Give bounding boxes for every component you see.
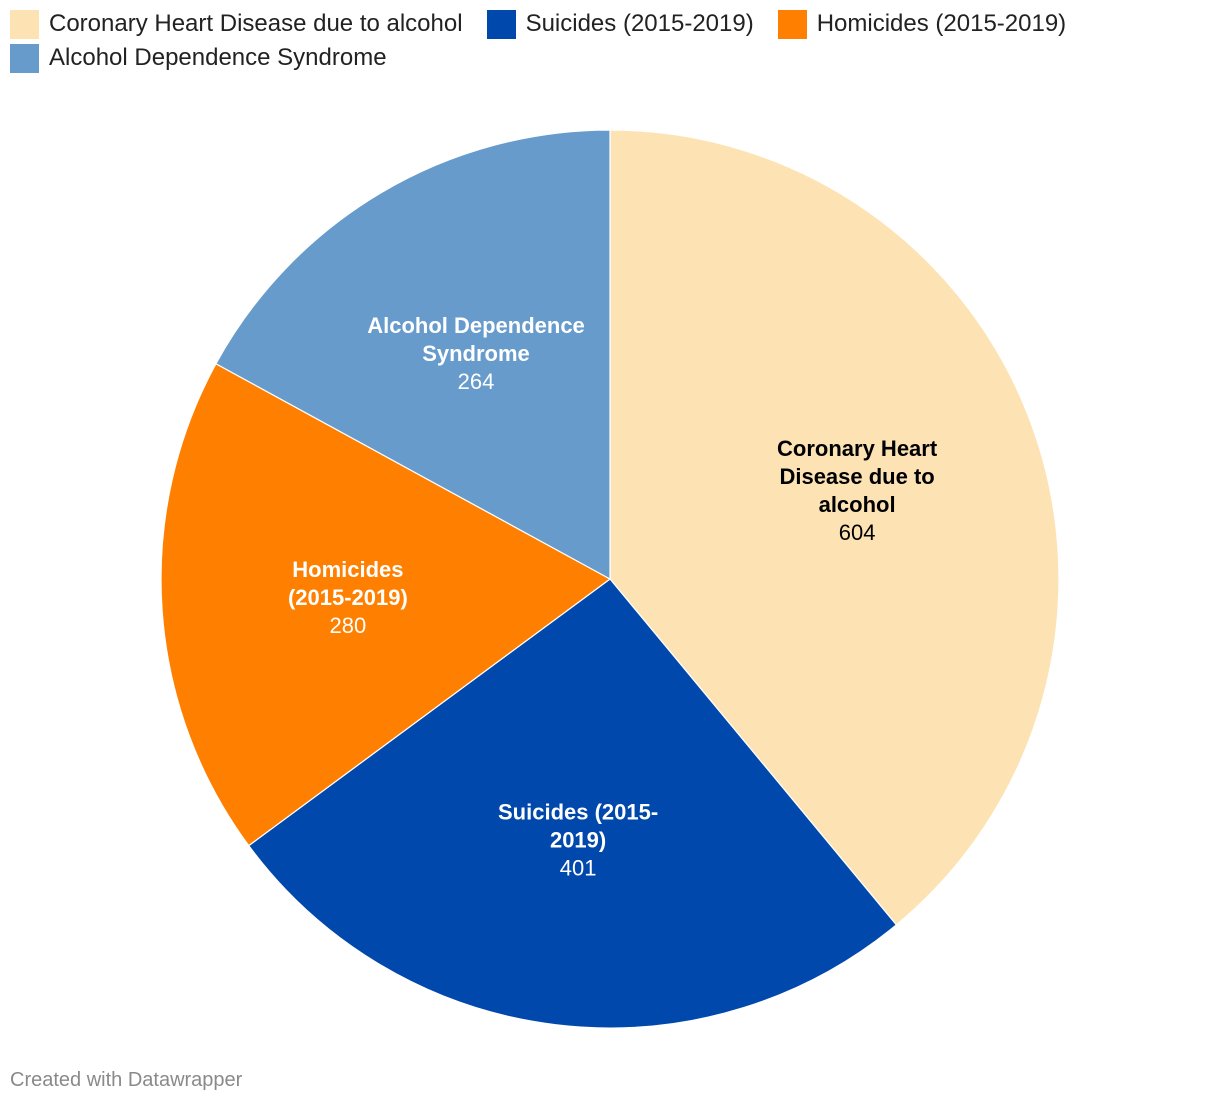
slice-label-name-line: Suicides (2015-	[498, 800, 658, 825]
slice-label-alcohol-dependence: Alcohol Dependence Syndrome 264	[367, 313, 585, 394]
slice-label-value: 280	[330, 613, 367, 638]
legend-item-suicides: Suicides (2015-2019)	[486, 8, 754, 40]
legend-label-suicides: Suicides (2015-2019)	[525, 10, 754, 37]
legend-item-homicides: Homicides (2015-2019)	[777, 8, 1067, 40]
pie-slice-coronary	[609, 129, 1060, 926]
slice-label-name-line: alcohol	[819, 492, 896, 517]
legend-swatch-alcohol-dependence	[10, 43, 39, 73]
pie-slice-suicides	[247, 578, 898, 1029]
slice-label-name-line: Syndrome	[422, 341, 530, 366]
slice-label-name-line: (2015-2019)	[288, 585, 408, 610]
pie-slices	[160, 129, 1060, 1029]
pie-slice-homicides	[160, 362, 612, 847]
legend-swatch-suicides	[486, 9, 516, 39]
legend-swatch-coronary	[10, 9, 39, 39]
pie-slice-labels: Coronary Heart Disease due to alcohol 604 Su…	[288, 313, 938, 881]
slice-label-suicides: Suicides (2015- 2019) 401	[498, 800, 658, 881]
slice-label-name-line: Coronary Heart	[777, 436, 938, 461]
slice-label-name-line: Alcohol Dependence	[367, 313, 585, 338]
chart-legend: Coronary Heart Disease due to alcohol Su…	[10, 8, 1200, 74]
legend-item-coronary: Coronary Heart Disease due to alcohol	[10, 8, 463, 40]
slice-label-value: 401	[560, 856, 597, 881]
legend-item-alcohol-dependence: Alcohol Dependence Syndrome	[10, 42, 387, 74]
slice-label-value: 264	[458, 369, 495, 394]
slice-label-coronary: Coronary Heart Disease due to alcohol 604	[777, 436, 938, 545]
slice-label-homicides: Homicides (2015-2019) 280	[288, 557, 408, 638]
pie-slice-alcohol-dependence	[215, 129, 611, 581]
legend-swatch-homicides	[777, 9, 807, 39]
legend-label-coronary: Coronary Heart Disease due to alcohol	[49, 10, 463, 37]
slice-label-name-line: 2019)	[550, 828, 606, 853]
legend-label-homicides: Homicides (2015-2019)	[816, 10, 1067, 37]
datawrapper-credit: Created with Datawrapper	[10, 1069, 243, 1091]
slice-label-name-line: Disease due to	[779, 464, 934, 489]
legend-label-alcohol-dependence: Alcohol Dependence Syndrome	[49, 44, 387, 71]
slice-label-name-line: Homicides	[292, 557, 403, 582]
slice-label-value: 604	[839, 520, 876, 545]
